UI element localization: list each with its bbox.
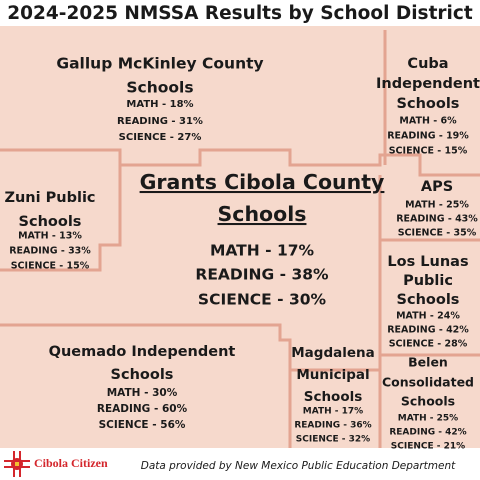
credit: Data provided by New Mexico Public Educa…	[141, 460, 456, 472]
district-name: Gallup McKinley County	[56, 55, 263, 73]
district-stat: READING - 19%	[387, 131, 469, 142]
district-stat: SCIENCE - 21%	[391, 442, 465, 452]
district-stat: READING - 38%	[195, 266, 329, 284]
district-stat: SCIENCE - 56%	[99, 419, 186, 431]
district-name: Schools	[304, 389, 363, 405]
district-name: Schools	[218, 202, 307, 226]
logo-text: Cibola Citizen	[34, 456, 108, 470]
logo-icon	[4, 451, 30, 477]
district-stat: READING - 31%	[117, 116, 203, 127]
district-name: Independent	[376, 76, 480, 92]
district-stat: READING - 60%	[97, 403, 188, 415]
footer-band	[0, 448, 480, 480]
district-name: Zuni Public	[4, 190, 95, 206]
title: 2024-2025 NMSSA Results by School Distri…	[7, 3, 473, 24]
district-stat: SCIENCE - 15%	[11, 261, 90, 272]
district-name: Schools	[111, 367, 174, 383]
district-name: Schools	[397, 96, 460, 112]
district-name: Public	[403, 273, 453, 289]
district-stat: READING - 42%	[387, 325, 469, 336]
district-name: Schools	[126, 79, 193, 97]
district-stat: MATH - 25%	[405, 200, 469, 211]
district-stat: READING - 42%	[389, 428, 466, 438]
district-name: Los Lunas	[387, 254, 468, 270]
district-stat: SCIENCE - 27%	[119, 132, 202, 143]
district-name: Quemado Independent	[49, 344, 236, 360]
district-stat: SCIENCE - 32%	[296, 435, 370, 445]
district-stat: MATH - 18%	[126, 99, 193, 110]
district-stat: MATH - 30%	[107, 387, 178, 399]
district-name: Magdalena	[291, 345, 375, 361]
district-stat: SCIENCE - 35%	[398, 228, 477, 239]
district-name: Grants Cibola County	[140, 170, 385, 194]
district-stat: READING - 33%	[9, 246, 91, 257]
district-stat: MATH - 6%	[399, 116, 457, 127]
district-name: Consolidated	[382, 375, 474, 390]
district-stat: SCIENCE - 30%	[198, 291, 327, 309]
district-stat: READING - 36%	[294, 421, 371, 431]
district-name: Municipal	[296, 367, 369, 383]
district-stat: MATH - 17%	[303, 407, 363, 417]
district-stat: MATH - 13%	[18, 231, 82, 242]
district-name: APS	[421, 179, 453, 195]
district-stat: MATH - 24%	[396, 311, 460, 322]
district-borders	[0, 30, 480, 450]
district-stat: MATH - 17%	[210, 242, 315, 260]
district-name: Cuba	[407, 56, 448, 72]
district-name: Schools	[397, 292, 460, 308]
district-stat: SCIENCE - 28%	[389, 339, 468, 350]
title-band	[0, 0, 480, 26]
district-name: Schools	[401, 394, 455, 409]
district-stat: SCIENCE - 15%	[389, 146, 468, 157]
district-name: Belen	[408, 355, 448, 370]
district-stat: READING - 43%	[396, 214, 478, 225]
district-stat: MATH - 25%	[398, 414, 458, 424]
district-name: Schools	[19, 214, 82, 230]
